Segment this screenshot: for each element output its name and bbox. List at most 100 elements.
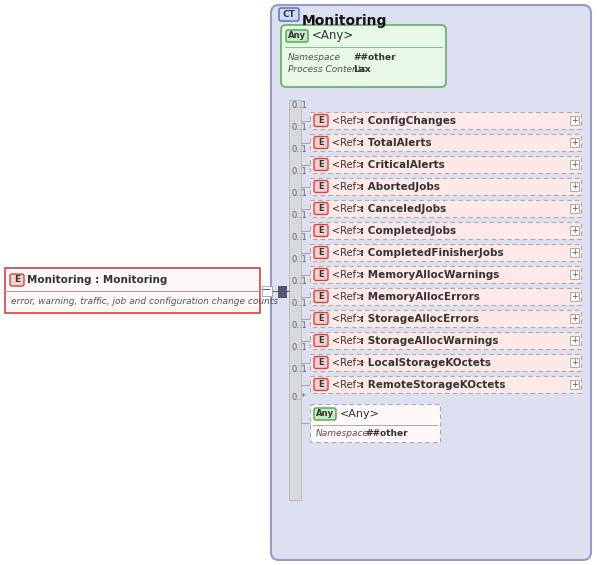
Bar: [5, 268, 260, 313]
Bar: [310, 376, 581, 393]
Text: Any: Any: [316, 410, 334, 419]
Bar: [289, 100, 301, 500]
Text: ##other: ##other: [353, 53, 396, 62]
Text: 0..1: 0..1: [292, 211, 307, 220]
Text: 0..1: 0..1: [292, 277, 307, 286]
Text: error, warning, traffic, job and configuration change counts: error, warning, traffic, job and configu…: [11, 297, 278, 306]
Text: : StorageAllocErrors: : StorageAllocErrors: [360, 314, 479, 324]
Text: +: +: [571, 116, 578, 125]
Text: +: +: [571, 226, 578, 235]
Text: : TotalAlerts: : TotalAlerts: [360, 137, 432, 147]
Bar: [310, 222, 581, 239]
FancyBboxPatch shape: [314, 137, 328, 149]
Text: Monitoring : Monitoring: Monitoring : Monitoring: [27, 275, 167, 285]
Text: +: +: [571, 204, 578, 213]
Bar: [570, 380, 579, 389]
Text: 0..1: 0..1: [292, 101, 307, 110]
Bar: [570, 248, 579, 257]
Bar: [310, 310, 581, 327]
Text: 0..1: 0..1: [292, 299, 307, 308]
Text: Process Contents: Process Contents: [288, 66, 366, 75]
Bar: [310, 112, 581, 129]
Text: <Ref>: <Ref>: [332, 292, 364, 302]
Text: Monitoring: Monitoring: [302, 14, 387, 28]
FancyBboxPatch shape: [314, 202, 328, 215]
Bar: [310, 354, 581, 371]
Text: 0..1: 0..1: [292, 365, 307, 374]
Text: +: +: [571, 160, 578, 169]
FancyBboxPatch shape: [314, 379, 328, 390]
Text: +: +: [571, 336, 578, 345]
Text: E: E: [318, 314, 324, 323]
Bar: [310, 244, 581, 261]
Text: <Ref>: <Ref>: [332, 159, 364, 170]
Text: 0..1: 0..1: [292, 145, 307, 154]
Text: 0..1: 0..1: [292, 343, 307, 352]
Bar: [310, 178, 581, 195]
Bar: [278, 293, 286, 297]
Text: +: +: [571, 270, 578, 279]
Bar: [570, 160, 579, 169]
Text: ##other: ##other: [365, 429, 408, 438]
Text: E: E: [318, 160, 324, 169]
Bar: [570, 226, 579, 235]
Text: : CompletedJobs: : CompletedJobs: [360, 225, 456, 236]
Text: 0..*: 0..*: [292, 393, 307, 402]
Text: Namespace: Namespace: [288, 53, 341, 62]
Text: E: E: [318, 138, 324, 147]
Text: <Ref>: <Ref>: [332, 137, 364, 147]
FancyBboxPatch shape: [314, 159, 328, 171]
Bar: [310, 134, 581, 151]
Text: <Ref>: <Ref>: [332, 358, 364, 367]
Text: <Ref>: <Ref>: [332, 181, 364, 192]
Text: E: E: [318, 116, 324, 125]
FancyBboxPatch shape: [314, 246, 328, 259]
Bar: [310, 200, 581, 217]
Text: +: +: [571, 358, 578, 367]
Bar: [570, 270, 579, 279]
Text: −: −: [262, 285, 272, 295]
Text: <Any>: <Any>: [340, 409, 380, 419]
FancyBboxPatch shape: [314, 224, 328, 237]
Bar: [262, 285, 272, 295]
Text: <Ref>: <Ref>: [332, 247, 364, 258]
Text: <Ref>: <Ref>: [332, 380, 364, 389]
Text: <Any>: <Any>: [312, 29, 354, 42]
Text: E: E: [318, 204, 324, 213]
Text: E: E: [318, 336, 324, 345]
Text: +: +: [571, 314, 578, 323]
Bar: [278, 285, 286, 289]
Text: <Ref>: <Ref>: [332, 115, 364, 125]
Bar: [310, 266, 581, 283]
Text: <Ref>: <Ref>: [332, 225, 364, 236]
FancyBboxPatch shape: [314, 334, 328, 346]
Text: : MemoryAllocWarnings: : MemoryAllocWarnings: [360, 270, 499, 280]
Text: 0..1: 0..1: [292, 167, 307, 176]
Bar: [310, 156, 581, 173]
Bar: [570, 336, 579, 345]
Bar: [570, 314, 579, 323]
Text: +: +: [571, 292, 578, 301]
Text: E: E: [318, 270, 324, 279]
Text: E: E: [318, 182, 324, 191]
Text: <Ref>: <Ref>: [332, 270, 364, 280]
FancyBboxPatch shape: [314, 408, 336, 420]
FancyBboxPatch shape: [314, 180, 328, 193]
Bar: [310, 288, 581, 305]
Text: : StorageAllocWarnings: : StorageAllocWarnings: [360, 336, 498, 346]
FancyBboxPatch shape: [10, 274, 24, 286]
Text: : AbortedJobs: : AbortedJobs: [360, 181, 440, 192]
FancyBboxPatch shape: [314, 312, 328, 324]
Text: : ConfigChanges: : ConfigChanges: [360, 115, 456, 125]
Text: E: E: [318, 292, 324, 301]
Bar: [570, 116, 579, 125]
Text: E: E: [318, 380, 324, 389]
Bar: [570, 204, 579, 213]
Text: <Ref>: <Ref>: [332, 336, 364, 346]
Text: CT: CT: [282, 10, 296, 19]
FancyBboxPatch shape: [279, 8, 299, 21]
FancyBboxPatch shape: [286, 30, 308, 42]
Text: E: E: [318, 226, 324, 235]
Bar: [570, 292, 579, 301]
FancyBboxPatch shape: [281, 25, 446, 87]
